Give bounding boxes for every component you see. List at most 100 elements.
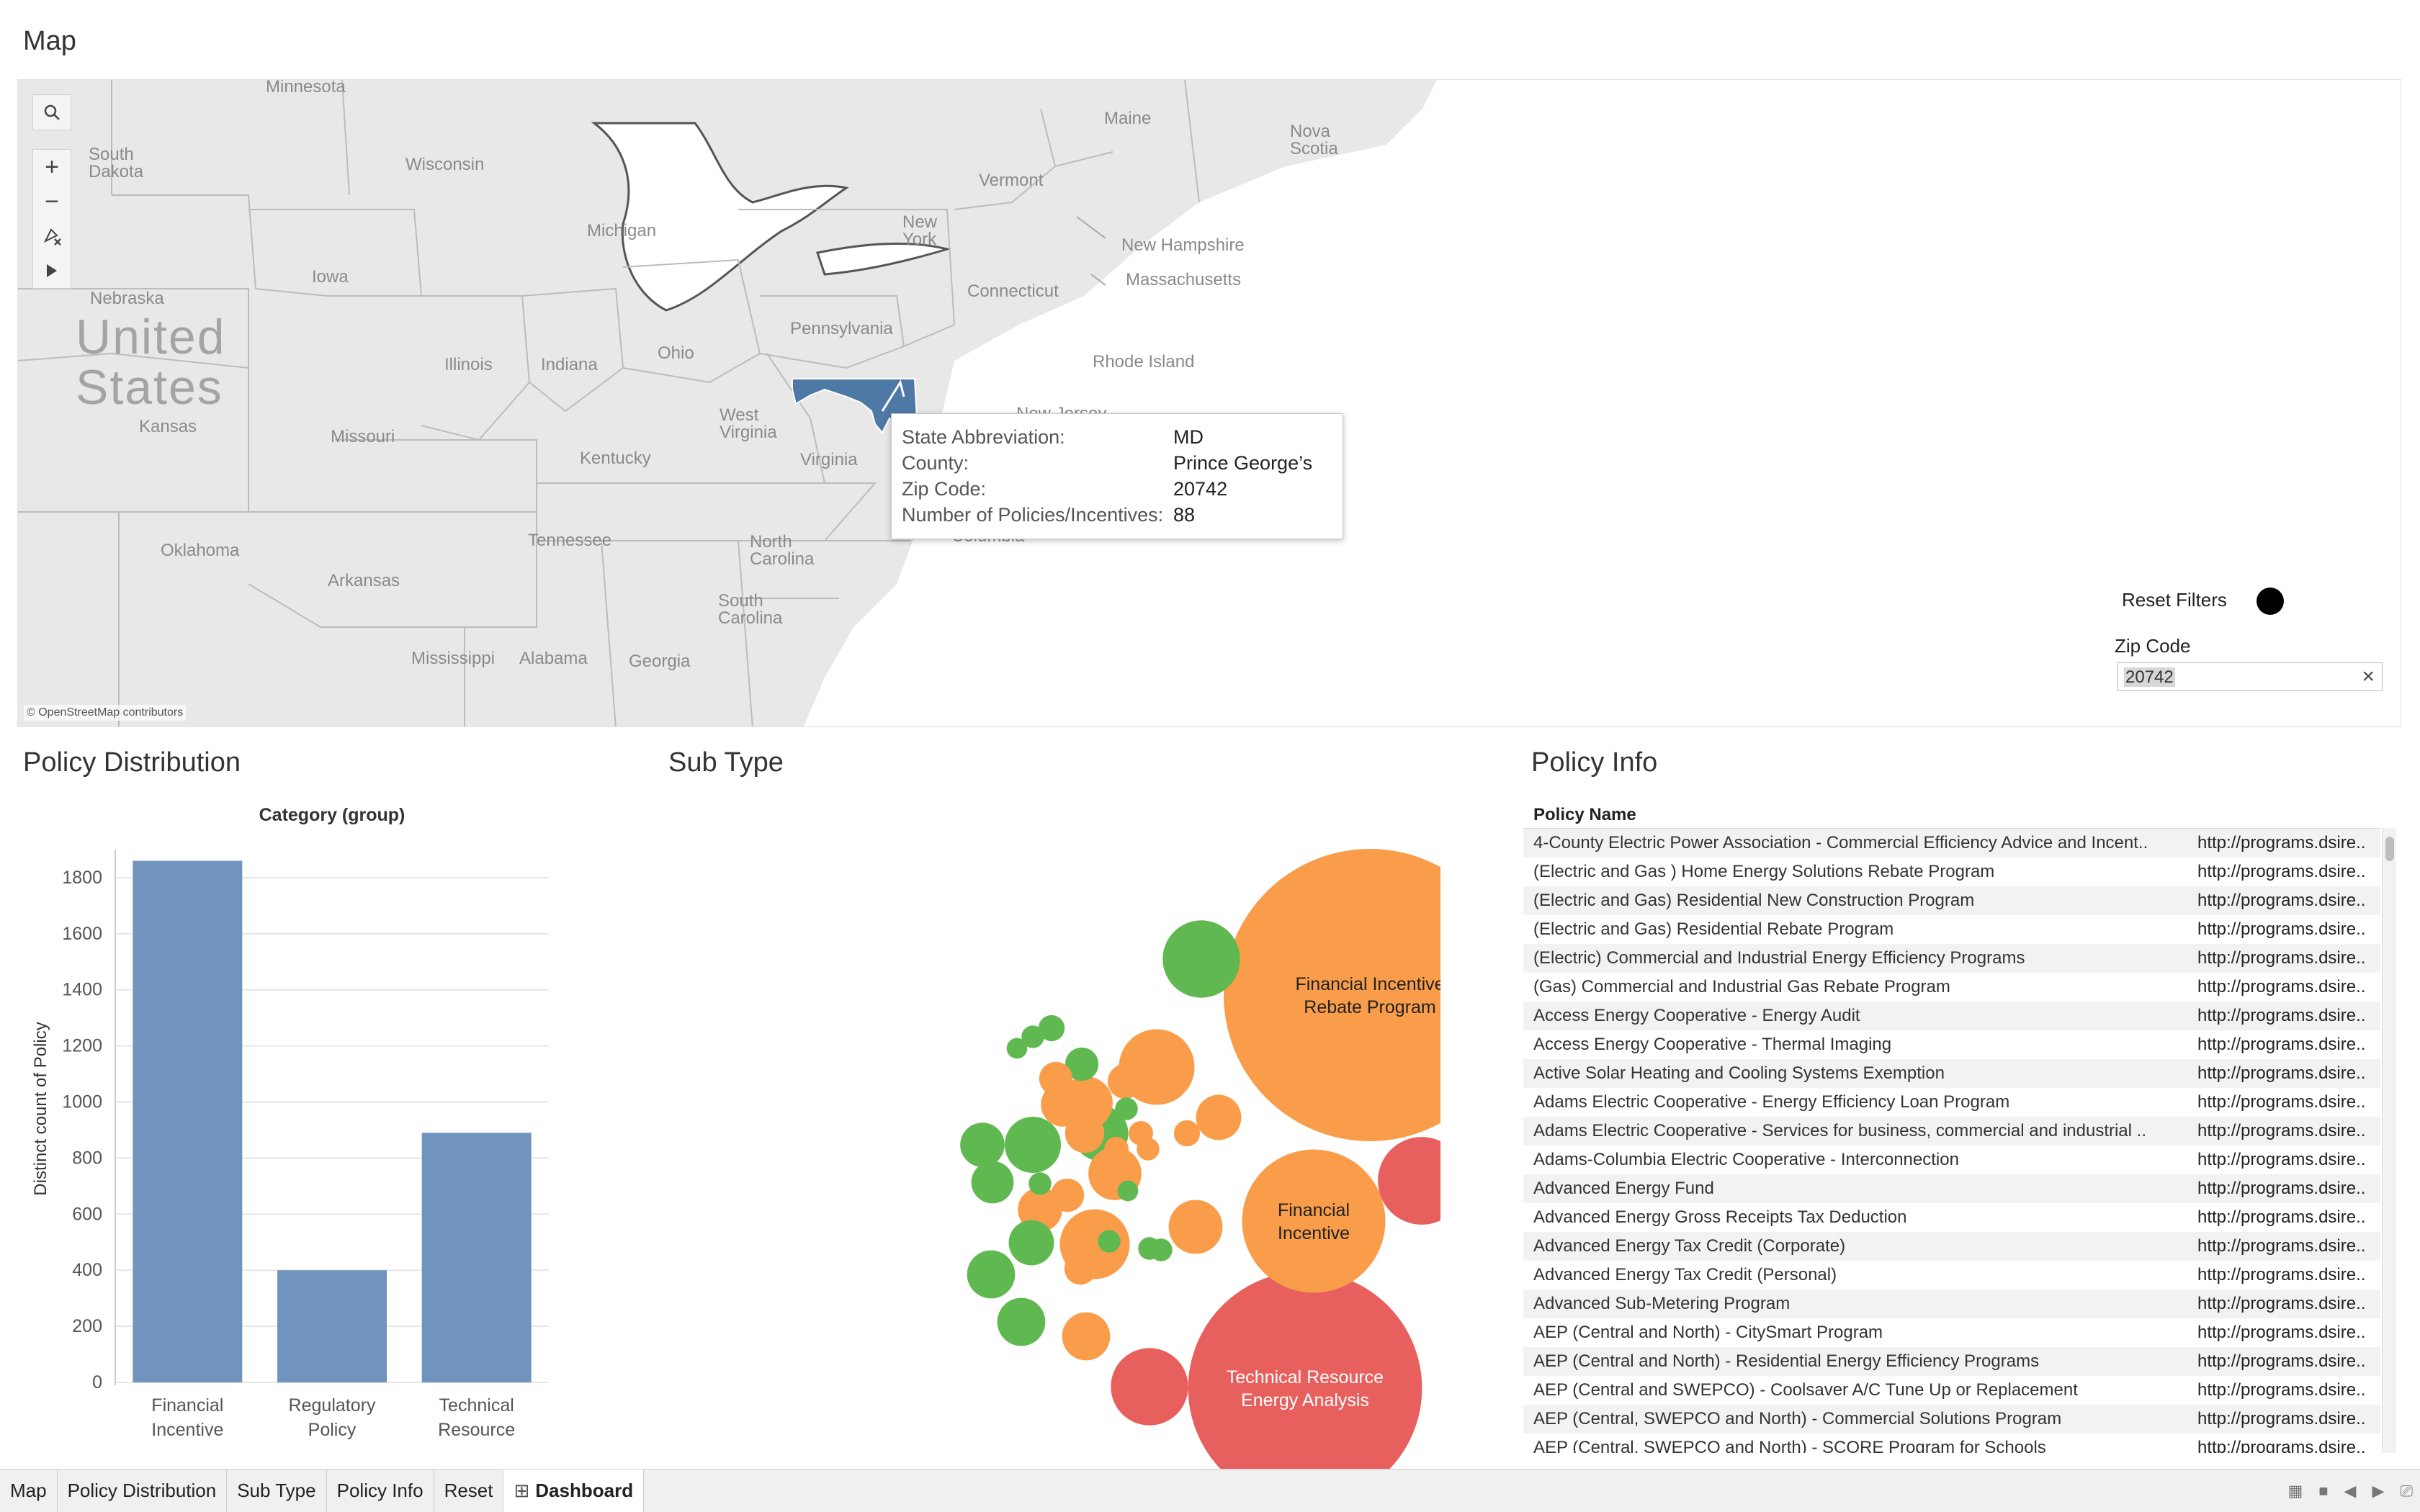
bubble[interactable] — [1062, 1312, 1111, 1361]
tab-policy-distribution[interactable]: Policy Distribution — [58, 1470, 228, 1512]
policy-url-cell[interactable]: http://programs.dsire.. — [2197, 1351, 2366, 1371]
map-panel[interactable]: Minnesota South Dakota Wisconsin Michiga… — [17, 79, 2401, 727]
table-row[interactable]: Adams Electric Cooperative - Services fo… — [1523, 1117, 2380, 1146]
table-row[interactable]: Adams-Columbia Electric Cooperative - In… — [1523, 1146, 2380, 1174]
tab-sub-type[interactable]: Sub Type — [227, 1470, 327, 1512]
bubble[interactable] — [1111, 1348, 1188, 1426]
policy-url-cell[interactable]: http://programs.dsire.. — [2197, 1409, 2366, 1428]
zoom-out-icon[interactable]: − — [45, 187, 59, 215]
table-row[interactable]: (Electric and Gas) Residential Rebate Pr… — [1523, 915, 2380, 944]
bar[interactable] — [421, 1133, 532, 1382]
table-row[interactable]: Access Energy Cooperative - Thermal Imag… — [1523, 1030, 2380, 1059]
policy-url-cell[interactable]: http://programs.dsire.. — [2197, 1179, 2366, 1198]
bubble[interactable] — [1150, 1238, 1173, 1261]
policy-url-cell[interactable]: http://programs.dsire.. — [2197, 1063, 2366, 1083]
bubble[interactable] — [1378, 1137, 1440, 1225]
bubble[interactable] — [1115, 1097, 1138, 1120]
table-body[interactable]: 4-County Electric Power Association - Co… — [1523, 828, 2380, 1453]
bubble[interactable] — [1107, 1063, 1143, 1099]
policy-url-cell[interactable]: http://programs.dsire.. — [2197, 891, 2366, 910]
table-row[interactable]: (Electric) Commercial and Industrial Ene… — [1523, 944, 2380, 973]
table-row[interactable]: (Electric and Gas ) Home Energy Solution… — [1523, 858, 2380, 886]
policy-url-cell[interactable]: http://programs.dsire.. — [2197, 862, 2366, 881]
table-row[interactable]: (Gas) Commercial and Industrial Gas Reba… — [1523, 973, 2380, 1002]
tab-policy-info[interactable]: Policy Info — [327, 1470, 434, 1512]
bubble[interactable] — [1006, 1038, 1028, 1059]
bubble[interactable] — [1162, 920, 1240, 998]
bubble[interactable] — [967, 1250, 1016, 1299]
table-row[interactable]: Advanced Energy Fund http://programs.dsir… — [1523, 1174, 2380, 1203]
table-row[interactable]: AEP (Central and North) - CitySmart Prog… — [1523, 1318, 2380, 1347]
policy-url-cell[interactable]: http://programs.dsire.. — [2197, 1438, 2366, 1453]
policy-url-cell[interactable]: http://programs.dsire.. — [2197, 833, 2366, 852]
table-scrollbar[interactable] — [2382, 828, 2396, 1453]
policy-url-cell[interactable]: http://programs.dsire.. — [2197, 1035, 2366, 1054]
table-row[interactable]: AEP (Central, SWEPCO and North) - SCORE … — [1523, 1434, 2380, 1453]
tab-dashboard[interactable]: ⊞ Dashboard — [503, 1470, 645, 1512]
policy-url-cell[interactable]: http://programs.dsire.. — [2197, 948, 2366, 968]
search-icon[interactable] — [33, 95, 71, 130]
bubble[interactable] — [1224, 849, 1440, 1141]
tab-map[interactable]: Map — [0, 1470, 58, 1512]
policy-url-cell[interactable]: http://programs.dsire.. — [2197, 1294, 2366, 1313]
table-row[interactable]: Adams Electric Cooperative - Energy Effi… — [1523, 1088, 2380, 1117]
bubble[interactable] — [1098, 1230, 1121, 1253]
bubble[interactable] — [1242, 1149, 1386, 1293]
table-row[interactable]: Advanced Energy Tax Credit (Corporate) ht… — [1523, 1232, 2380, 1261]
policy-url-cell[interactable]: http://programs.dsire.. — [2197, 1265, 2366, 1284]
bubble[interactable] — [1028, 1172, 1052, 1195]
bubble[interactable] — [1064, 1252, 1097, 1285]
table-row[interactable]: (Electric and Gas) Residential New Const… — [1523, 886, 2380, 915]
zoom-in-icon[interactable]: + — [45, 153, 59, 181]
policy-url-cell[interactable]: http://programs.dsire.. — [2197, 1323, 2366, 1342]
policy-url-cell[interactable]: http://programs.dsire.. — [2197, 1207, 2366, 1227]
close-icon[interactable]: × — [2362, 665, 2375, 688]
reset-filters-button[interactable] — [2257, 588, 2284, 615]
bubble[interactable] — [1173, 1120, 1201, 1147]
next-sheet-icon[interactable]: ▶ — [2372, 1482, 2385, 1500]
tab-reset[interactable]: Reset — [434, 1470, 504, 1512]
single-view-icon[interactable]: ■ — [2318, 1482, 2329, 1500]
bubble[interactable] — [1104, 1137, 1129, 1161]
play-icon[interactable] — [33, 253, 71, 288]
table-row[interactable]: AEP (Central and North) - Residential En… — [1523, 1347, 2380, 1376]
policy-url-cell[interactable]: http://programs.dsire.. — [2197, 919, 2366, 939]
table-row[interactable]: Advanced Energy Tax Credit (Personal) htt… — [1523, 1261, 2380, 1290]
zip-code-input[interactable]: 20742 × — [2118, 662, 2383, 691]
bubble[interactable] — [1004, 1116, 1062, 1174]
table-row[interactable]: 4-County Electric Power Association - Co… — [1523, 829, 2380, 858]
table-row[interactable]: Advanced Sub-Metering Program http://prog… — [1523, 1290, 2380, 1318]
bubble[interactable] — [971, 1161, 1014, 1204]
bar[interactable] — [133, 860, 243, 1382]
table-row[interactable]: AEP (Central and SWEPCO) - Coolsaver A/C… — [1523, 1376, 2380, 1405]
table-row[interactable]: Advanced Energy Gross Receipts Tax Deduc… — [1523, 1203, 2380, 1232]
policy-url-cell[interactable]: http://programs.dsire.. — [2197, 1121, 2366, 1140]
bar[interactable] — [277, 1270, 387, 1382]
policy-url-cell[interactable]: http://programs.dsire.. — [2197, 1092, 2366, 1112]
policy-url-cell[interactable]: http://programs.dsire.. — [2197, 1380, 2366, 1400]
bubble[interactable] — [1039, 1061, 1073, 1096]
present-mode-icon[interactable]: ⎚ — [2400, 1482, 2413, 1500]
bubble[interactable] — [960, 1122, 1005, 1167]
policy-url-cell[interactable]: http://programs.dsire.. — [2197, 1006, 2366, 1025]
policy-url-cell[interactable]: http://programs.dsire.. — [2197, 1150, 2366, 1169]
bubble[interactable] — [1196, 1094, 1242, 1140]
bubble[interactable] — [1168, 1200, 1223, 1254]
policy-url-cell[interactable]: http://programs.dsire.. — [2197, 1236, 2366, 1256]
table-row[interactable]: Access Energy Cooperative - Energy Audit… — [1523, 1002, 2380, 1030]
bubble[interactable] — [1008, 1220, 1054, 1266]
bubble[interactable] — [1050, 1178, 1085, 1212]
bubble[interactable] — [1021, 1025, 1044, 1048]
policy-url-cell[interactable]: http://programs.dsire.. — [2197, 977, 2366, 996]
scrollbar-thumb[interactable] — [2385, 837, 2394, 861]
bubble[interactable] — [1188, 1271, 1422, 1469]
bubble[interactable] — [1038, 1014, 1065, 1042]
grid-view-icon[interactable]: ▦ — [2287, 1482, 2303, 1500]
bubble[interactable] — [1065, 1047, 1099, 1081]
pin-clear-icon[interactable] — [33, 219, 71, 253]
bubble[interactable] — [1137, 1138, 1160, 1161]
prev-sheet-icon[interactable]: ◀ — [2344, 1482, 2357, 1500]
bubble[interactable] — [997, 1297, 1046, 1346]
bubble[interactable] — [1117, 1180, 1139, 1202]
bubble[interactable] — [1065, 1113, 1105, 1153]
